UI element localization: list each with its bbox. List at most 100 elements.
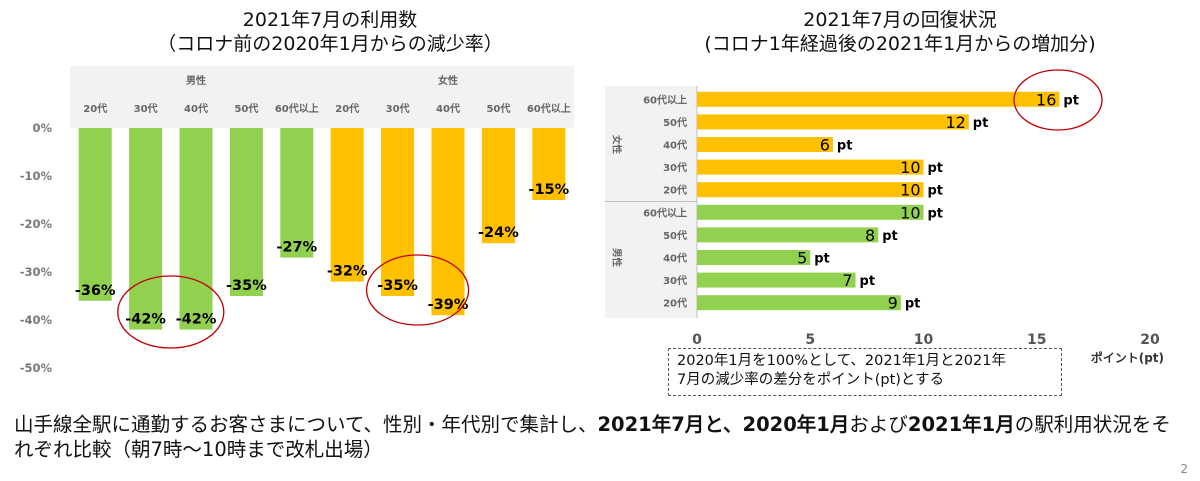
note-line-1: 2020年1月を100%として、2021年1月と2021年: [677, 353, 1006, 369]
group-label: 男性: [186, 74, 206, 87]
y-tick-label: -30%: [20, 265, 53, 279]
category-label: 50代: [486, 102, 510, 115]
category-label: 20代: [335, 102, 359, 115]
x-axis-label: ポイント(pt): [1091, 350, 1164, 365]
bar: [697, 137, 833, 152]
unit-label: pt: [814, 252, 830, 267]
category-label: 50代: [663, 229, 687, 242]
left-chart-title-main: 2021年7月の利用数: [242, 9, 418, 31]
y-tick-label: 0%: [32, 121, 52, 135]
right-chart-subtitle: (コロナ1年経過後の2021年1月からの増加分): [704, 33, 1096, 55]
bar: [431, 128, 465, 316]
y-tick-label: -10%: [20, 169, 53, 183]
category-label: 30代: [663, 274, 687, 287]
data-label: -15%: [528, 182, 569, 198]
unit-label: pt: [928, 161, 944, 176]
unit-label: pt: [973, 116, 989, 131]
bar: [697, 91, 1060, 107]
data-label: 12: [945, 113, 965, 132]
group-label: 女性: [611, 135, 623, 155]
bar: [697, 250, 811, 265]
x-tick-label: 20: [1140, 332, 1160, 348]
unit-label: pt: [882, 229, 898, 244]
y-tick-label: -50%: [20, 361, 53, 375]
right-chart-title: 2021年7月の回復状況 (コロナ1年経過後の2021年1月からの増加分): [620, 8, 1180, 56]
bar: [697, 114, 969, 130]
data-label: 10: [900, 203, 920, 222]
bar: [381, 128, 415, 296]
bar: [697, 272, 856, 288]
category-label: 60代以上: [643, 206, 687, 219]
category-label: 40代: [663, 252, 687, 265]
left-bar-chart: 0% -10% -20% -30% -40% -50% 男性 20代 -36% 30代 -42% 40…: [20, 66, 574, 375]
category-label: 40代: [184, 102, 208, 115]
category-label: 60代以上: [527, 102, 571, 115]
highlight-ellipse: [1013, 69, 1103, 131]
data-label: -42%: [125, 312, 166, 328]
data-label: -35%: [377, 278, 418, 294]
footer-bold-2: 2021年1月: [907, 413, 1015, 436]
category-label: 60代以上: [275, 102, 319, 115]
highlight-ellipse: [365, 254, 470, 326]
data-label: 9: [888, 294, 898, 313]
data-label: -39%: [428, 297, 469, 313]
unit-label: pt: [1063, 93, 1079, 108]
unit-label: pt: [928, 206, 944, 221]
footer-text-2: および: [849, 413, 908, 436]
bar: [129, 128, 163, 330]
category-label: 20代: [663, 297, 687, 310]
left-chart-subtitle: （コロナ前の2020年1月からの減少率）: [157, 33, 503, 55]
unit-label: pt: [860, 274, 876, 289]
data-label: 5: [797, 249, 807, 268]
category-label: 40代: [436, 102, 460, 115]
bar: [697, 204, 924, 220]
category-label: 60代以上: [643, 93, 687, 106]
category-label: 30代: [134, 102, 158, 115]
bar: [697, 295, 901, 311]
data-label: -24%: [478, 225, 519, 241]
category-label: 20代: [83, 102, 107, 115]
x-tick-label: 5: [805, 332, 815, 348]
page-number: 2: [1180, 462, 1188, 476]
bar: [532, 128, 566, 200]
bar: [179, 128, 213, 330]
bar: [697, 159, 924, 175]
data-label: -42%: [176, 312, 217, 328]
note-box: 2020年1月を100%として、2021年1月と2021年 7月の減少率の差分を…: [668, 348, 1062, 396]
right-chart-title-main: 2021年7月の回復状況: [803, 9, 997, 31]
category-label: 20代: [663, 184, 687, 197]
bar: [78, 128, 112, 301]
data-label: 6: [820, 136, 830, 155]
x-tick-label: 10: [914, 332, 934, 348]
footer-description: 山手線全駅に通勤するお客さまについて、性別・年代別で集計し、2021年7月と、2…: [14, 412, 1184, 462]
unit-label: pt: [928, 184, 944, 199]
x-tick-label: 15: [1027, 332, 1046, 348]
bar: [481, 128, 515, 244]
data-label: 10: [900, 158, 920, 177]
highlight-ellipse: [117, 275, 225, 349]
category-label: 40代: [663, 139, 687, 152]
y-tick-label: -20%: [20, 217, 53, 231]
category-label: 30代: [663, 161, 687, 174]
data-label: 8: [865, 226, 875, 245]
bar: [280, 128, 314, 258]
y-tick-label: -40%: [20, 313, 53, 327]
group-label: 男性: [611, 248, 623, 268]
category-label: 50代: [234, 102, 258, 115]
bar: [697, 182, 924, 198]
note-line-2: 7月の減少率の差分をポイント(pt)とする: [677, 372, 944, 388]
x-tick-label: 0: [692, 332, 702, 348]
header-band: [70, 66, 574, 128]
data-label: 10: [900, 181, 920, 200]
footer-text-1: 山手線全駅に通勤するお客さまについて、性別・年代別で集計し、: [14, 413, 598, 436]
data-label: -35%: [226, 278, 267, 294]
group-label: 女性: [438, 74, 458, 87]
bar: [330, 128, 364, 282]
unit-label: pt: [837, 139, 853, 154]
data-label: 16: [1036, 90, 1056, 109]
unit-label: pt: [905, 297, 921, 312]
category-label: 30代: [386, 102, 410, 115]
category-label: 50代: [663, 116, 687, 129]
data-label: -27%: [276, 240, 317, 256]
